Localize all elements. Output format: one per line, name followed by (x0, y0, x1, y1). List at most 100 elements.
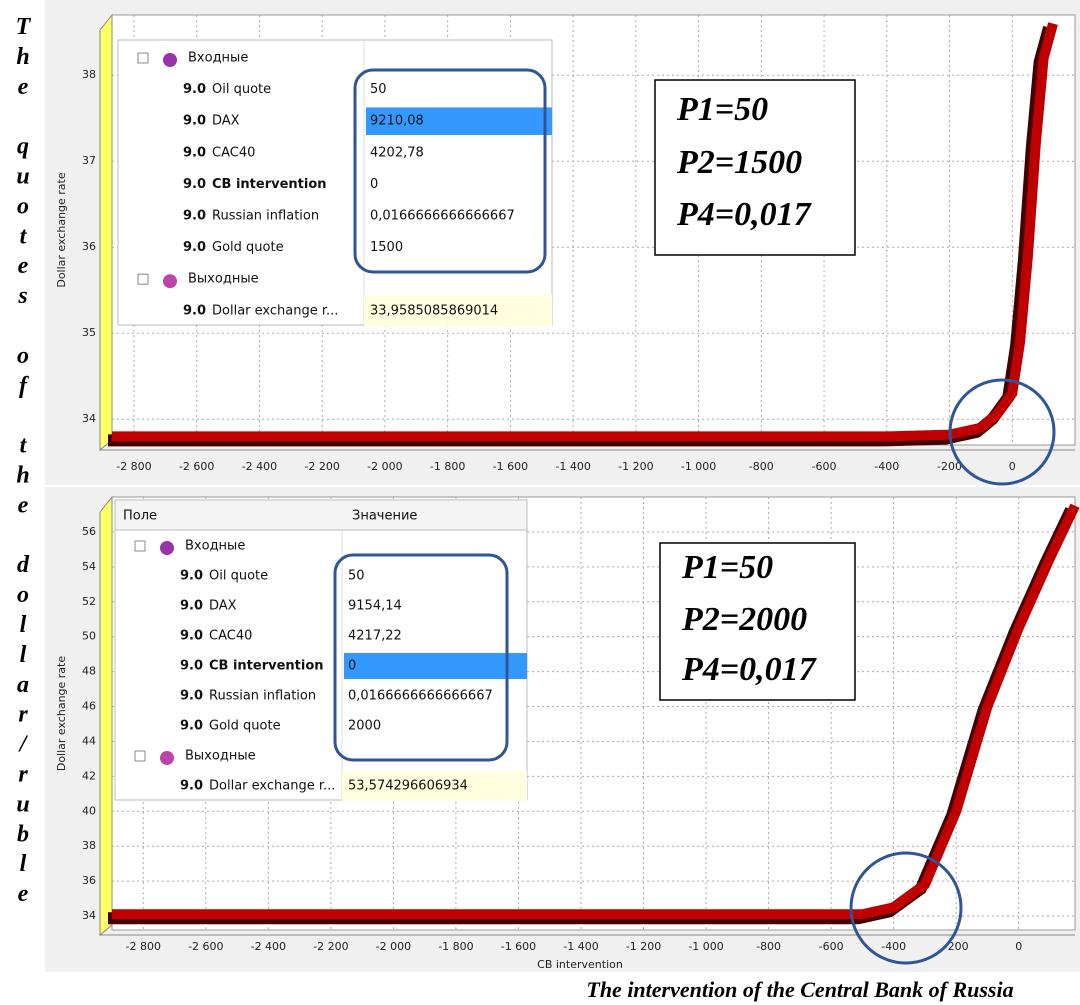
y-tick-label: 44 (82, 734, 96, 747)
parameter: P4=0,017 (676, 196, 813, 233)
y-tick-label: 36 (82, 874, 96, 887)
property-name: Gold quote (212, 240, 284, 255)
left-wall (100, 15, 112, 450)
x-tick-label: -1 200 (618, 460, 653, 473)
y-tick-label: 35 (82, 326, 96, 339)
property-value: 1500 (370, 240, 403, 255)
expander (135, 541, 145, 551)
selected-value (344, 653, 527, 679)
grid-header (115, 500, 527, 530)
y-tick-label: 40 (82, 804, 96, 817)
property-name: DAX (209, 599, 237, 614)
property-name: Oil quote (212, 82, 271, 97)
property-value: 53,574296606934 (348, 779, 468, 794)
x-axis-label: CB intervention (537, 958, 623, 971)
y-tick-label: 34 (82, 909, 96, 922)
property-value: 0 (348, 659, 356, 674)
x-tick-label: 0 (1009, 460, 1016, 473)
x-tick-label: -2 000 (376, 940, 411, 953)
x-tick-label: -400 (874, 460, 899, 473)
y-tick-label: 42 (82, 769, 96, 782)
type-label: 9.0 (183, 82, 206, 97)
property-grid (115, 500, 527, 800)
property-name: Russian inflation (209, 689, 316, 704)
column-header: Значение (352, 509, 417, 524)
property-name: DAX (212, 114, 240, 129)
x-tick-label: -2 800 (126, 940, 161, 953)
type-label: 9.0 (180, 719, 203, 734)
x-tick-label: -600 (819, 940, 844, 953)
property-value: 0,0166666666666667 (348, 689, 493, 704)
property-value: 0,0166666666666667 (370, 209, 515, 224)
group-label: Входные (185, 539, 245, 554)
screenshot: The intervention of the Central Bank of … (0, 0, 1080, 1005)
property-value: 33,9585085869014 (370, 303, 498, 318)
type-label: 9.0 (183, 145, 206, 160)
column-header: Поле (123, 509, 157, 524)
property-value: 50 (370, 82, 387, 97)
x-tick-label: -600 (812, 460, 837, 473)
property-value: 50 (348, 569, 365, 584)
y-tick-label: 37 (82, 154, 96, 167)
x-tick-label: -2 400 (251, 940, 286, 953)
y-tick-label: 54 (82, 560, 96, 573)
group-label: Выходные (185, 749, 256, 764)
property-name: Dollar exchange r... (212, 303, 338, 318)
property-value: 4202,78 (370, 145, 424, 160)
property-name: Dollar exchange r... (209, 779, 335, 794)
y-tick-label: 38 (82, 68, 96, 81)
x-tick-label: -1 600 (493, 460, 528, 473)
x-tick-label: -2 400 (242, 460, 277, 473)
parameter: P4=0,017 (681, 651, 818, 688)
left-wall (100, 497, 112, 935)
property-name: CAC40 (209, 629, 252, 644)
x-tick-label: -800 (756, 940, 781, 953)
type-label: 9.0 (183, 209, 206, 224)
property-value: 9154,14 (348, 599, 402, 614)
group-label: Входные (188, 51, 248, 66)
type-label: 9.0 (180, 599, 203, 614)
type-label: 9.0 (180, 569, 203, 584)
property-name: CAC40 (212, 145, 255, 160)
type-label: 9.0 (183, 177, 206, 192)
y-axis-label: Dollar exchange rate (55, 656, 68, 772)
type-label: 9.0 (183, 303, 206, 318)
y-tick-label: 34 (82, 412, 96, 425)
x-tick-label: -1 600 (501, 940, 536, 953)
property-value: 4217,22 (348, 629, 402, 644)
y-tick-label: 52 (82, 595, 96, 608)
x-tick-label: -1 400 (555, 460, 590, 473)
property-name: Russian inflation (212, 209, 319, 224)
x-tick-label: -1 000 (688, 940, 723, 953)
property-value: 0 (370, 177, 378, 192)
property-value: 2000 (348, 719, 381, 734)
expander (135, 751, 145, 761)
expander (138, 274, 148, 284)
x-tick-label: -1 000 (681, 460, 716, 473)
x-tick-label: -400 (881, 940, 906, 953)
group-icon (163, 53, 177, 67)
y-tick-label: 48 (82, 665, 96, 678)
parameter: P2=2000 (681, 601, 807, 638)
x-tick-label: -1 200 (626, 940, 661, 953)
x-tick-label: -2 200 (304, 460, 339, 473)
parameter: P2=1500 (676, 144, 802, 181)
group-icon (160, 541, 174, 555)
group-label: Выходные (188, 272, 259, 287)
type-label: 9.0 (180, 659, 203, 674)
expander (138, 53, 148, 63)
y-tick-label: 36 (82, 240, 96, 253)
x-tick-label: -2 200 (313, 940, 348, 953)
property-value: 9210,08 (370, 114, 424, 129)
group-icon (163, 274, 177, 288)
x-tick-label: -1 800 (430, 460, 465, 473)
property-name: CB intervention (212, 177, 327, 192)
type-label: 9.0 (183, 114, 206, 129)
x-tick-label: -2 600 (188, 940, 223, 953)
y-axis-label: Dollar exchange rate (55, 172, 68, 288)
type-label: 9.0 (180, 779, 203, 794)
y-tick-label: 56 (82, 525, 96, 538)
y-tick-label: 46 (82, 700, 96, 713)
bottom-caption: The intervention of the Central Bank of … (586, 977, 1013, 1002)
property-name: CB intervention (209, 659, 324, 674)
